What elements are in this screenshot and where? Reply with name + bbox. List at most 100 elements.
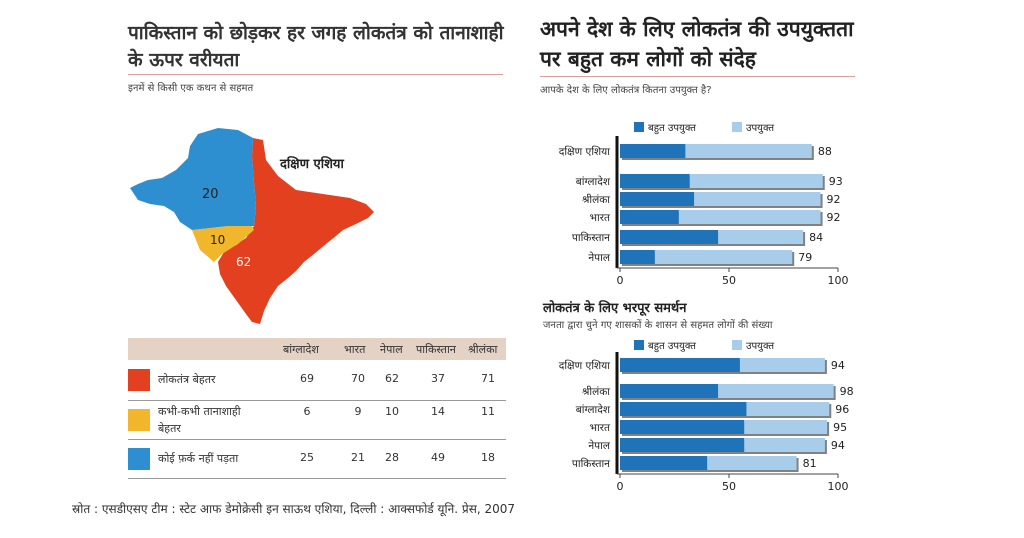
right-title-line2: पर बहुत कम लोगों को संदेह	[540, 47, 756, 71]
bar-segment	[620, 384, 719, 398]
bottom-bar-chart: बहुत उपयुक्त उपयुक्त दक्षिण एशिया 94 श्रीलंक…	[559, 340, 854, 493]
legend-swatch	[634, 340, 644, 350]
category-label: बांग्लादेश	[576, 403, 611, 416]
bar-segment	[620, 144, 686, 158]
data-label: 93	[829, 175, 843, 188]
bottom-chart-subtitle: जनता द्वारा चुने गए शासकों के शासन से सह…	[543, 320, 773, 331]
bar-segment	[718, 384, 834, 398]
table-cell: 9	[354, 405, 362, 418]
bar-segment	[620, 402, 747, 416]
legend-label: बहुत उपयुक्त	[648, 123, 696, 135]
left-title-line1: पाकिस्तान को छोड़कर हर जगह लोकतंत्र को त…	[128, 22, 504, 44]
map-region-yellow	[192, 226, 254, 262]
bar-segment	[620, 174, 690, 188]
data-label: 81	[803, 457, 817, 470]
table-cell: 71	[481, 372, 495, 385]
category-label: दक्षिण एशिया	[559, 359, 611, 372]
legend-swatch-blue	[128, 448, 150, 470]
right-subtitle: आपके देश के लिए लोकतंत्र कितना उपयुक्त ह…	[540, 85, 712, 96]
table-cell: 6	[303, 405, 311, 418]
bar-segment	[620, 358, 740, 372]
top-bar-chart: बहुत उपयुक्त उपयुक्त दक्षिण एशिया 88 बांग्ला…	[559, 122, 849, 287]
x-tick-label: 100	[828, 480, 849, 493]
data-label: 98	[840, 385, 854, 398]
table-cell: 18	[481, 451, 495, 464]
row-label: कभी-कभी तानाशाही बेहतर	[158, 403, 241, 437]
category-label: नेपाल	[588, 251, 611, 264]
map-region-blue	[130, 128, 256, 230]
bar-segment	[744, 420, 828, 434]
bar-segment	[685, 144, 812, 158]
map-region-red	[218, 138, 374, 324]
bar-segment	[707, 456, 797, 470]
table-header: बांग्लादेश भारत नेपाल पाकिस्तान श्रीलंका	[128, 338, 506, 360]
legend-label: उपयुक्त	[746, 123, 774, 134]
category-label: नेपाल	[588, 439, 611, 452]
right-title-line1: अपने देश के लिए लोकतंत्र की उपयुक्तता	[540, 17, 854, 41]
table-cell: 21	[351, 451, 365, 464]
bar-segment	[746, 402, 830, 416]
bar-segment	[620, 210, 679, 224]
table-cell: 37	[431, 372, 445, 385]
table-cell: 10	[385, 405, 399, 418]
col-header: बांग्लादेश	[283, 343, 319, 356]
data-label: 88	[818, 145, 832, 158]
col-header: भारत	[344, 343, 366, 356]
source-note: स्रोत : एसडीएसए टीम : स्टेट आफ डेमोक्रेस…	[72, 502, 515, 516]
bar-segment	[620, 438, 745, 452]
map-value-yellow: 10	[210, 233, 225, 247]
left-subtitle: इनमें से किसी एक कथन से सहमत	[128, 83, 254, 94]
category-label: पाकिस्तान	[572, 231, 610, 244]
left-title: पाकिस्तान को छोड़कर हर जगह लोकतंत्र को त…	[128, 20, 518, 74]
row-label-line1: कभी-कभी तानाशाही	[158, 405, 241, 418]
category-label: श्रीलंका	[582, 193, 610, 206]
right-title-rule	[540, 76, 855, 77]
category-label: श्रीलंका	[582, 385, 610, 398]
data-label: 96	[835, 403, 849, 416]
bar-segment	[620, 456, 708, 470]
col-header: श्रीलंका	[468, 343, 498, 356]
south-asia-map: 20 10 62	[130, 128, 374, 324]
table-cell: 25	[300, 451, 314, 464]
x-tick-label: 50	[722, 274, 736, 287]
table-cell: 11	[481, 405, 495, 418]
table-cell: 49	[431, 451, 445, 464]
row-label: कोई फ़र्क नहीं पड़ता	[158, 452, 239, 465]
col-header: नेपाल	[380, 343, 403, 356]
bottom-chart-title: लोकतंत्र के लिए भरपूर समर्थन	[543, 301, 687, 316]
preference-table: बांग्लादेश भारत नेपाल पाकिस्तान श्रीलंका…	[128, 338, 506, 479]
table-cell: 62	[385, 372, 399, 385]
bar-segment	[744, 438, 825, 452]
x-tick-label: 100	[828, 274, 849, 287]
bar-segment	[654, 250, 793, 264]
bar-segment	[694, 192, 821, 206]
data-label: 92	[827, 193, 841, 206]
x-tick-label: 0	[617, 480, 624, 493]
category-label: बांग्लादेश	[576, 175, 611, 188]
right-title: अपने देश के लिए लोकतंत्र की उपयुक्तता पर…	[540, 14, 870, 74]
map-region-label: दक्षिण एशिया	[280, 157, 344, 172]
bar-segment	[678, 210, 821, 224]
row-label: लोकतंत्र बेहतर	[158, 373, 216, 386]
table-cell: 70	[351, 372, 365, 385]
table-cell: 28	[385, 451, 399, 464]
legend-swatch	[634, 122, 644, 132]
data-label: 84	[809, 231, 823, 244]
legend-swatch-yellow	[128, 409, 150, 431]
bar-segment	[620, 230, 719, 244]
legend-label: उपयुक्त	[746, 341, 774, 352]
x-tick-label: 0	[617, 274, 624, 287]
col-header: पाकिस्तान	[416, 343, 456, 356]
table-cell: 69	[300, 372, 314, 385]
data-label: 79	[798, 251, 812, 264]
legend-swatch	[732, 340, 742, 350]
bar-segment	[739, 358, 825, 372]
bar-segment	[689, 174, 823, 188]
legend-swatch	[732, 122, 742, 132]
category-label: भारत	[590, 212, 611, 224]
bar-segment	[620, 420, 745, 434]
data-label: 94	[831, 359, 845, 372]
category-label: भारत	[590, 422, 611, 434]
legend-swatch-red	[128, 369, 150, 391]
legend-label: बहुत उपयुक्त	[648, 341, 696, 353]
